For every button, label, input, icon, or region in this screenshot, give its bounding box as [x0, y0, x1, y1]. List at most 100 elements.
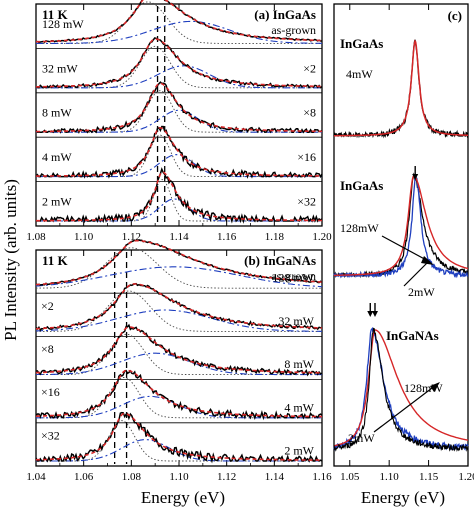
- multiplier-label-b: ×8: [41, 342, 54, 356]
- x-tick-label-c: 1.20: [458, 471, 474, 483]
- plot-frame-c: [333, 3, 469, 467]
- c-group1-power: 4mW: [346, 67, 373, 81]
- x-tick-label-b: 1.14: [265, 471, 285, 483]
- power-label-b: 2 mW: [284, 444, 314, 458]
- c-group3-peak-arrowhead: [371, 311, 378, 317]
- x-tick-label-b: 1.04: [26, 471, 46, 483]
- fit-series-b: [35, 326, 322, 374]
- component-dashdot-a: [36, 154, 322, 178]
- data-series-b: [35, 411, 323, 464]
- power-label-b: 4 mW: [284, 400, 314, 414]
- x-tick-label-a: 1.14: [169, 231, 189, 243]
- c-group2-high-label: 128mW: [340, 221, 379, 235]
- multiplier-label-a: ×32: [297, 194, 316, 208]
- x-tick-label-b: 1.06: [74, 471, 94, 483]
- c-group2-arrow-line2: [403, 261, 429, 287]
- fit-series-a: [36, 0, 322, 43]
- c-group3-fit: [333, 329, 469, 447]
- data-series-a: [35, 125, 323, 179]
- x-tick-label-c: 1.10: [380, 471, 400, 483]
- c-group3-peak-arrowhead: [367, 311, 374, 317]
- c-group1-label: InGaAs: [340, 36, 383, 51]
- x-tick-label-a: 1.08: [26, 231, 46, 243]
- panel-b: 1.04 1.06 1.08 1.10 1.12 1.14 1.16 128 mW 32 mW ×…: [26, 239, 332, 483]
- x-tick-label-b: 1.12: [217, 471, 236, 483]
- c-group2-label: InGaAs: [340, 178, 383, 193]
- y-axis-label: PL Intensity (arb. units): [1, 179, 20, 341]
- c-group2-peak-arrowhead: [412, 174, 419, 180]
- fit-series-a: [35, 126, 322, 177]
- power-label-a: 4 mW: [42, 150, 72, 164]
- x-tick-label-c: 1.05: [340, 471, 360, 483]
- multiplier-label-b: ×2: [41, 299, 54, 313]
- multiplier-label-a: ×2: [303, 61, 316, 75]
- as-grown-label-b: as-grown: [271, 269, 316, 283]
- panel-c: 1.05 1.10 1.15 1.20 (c) InGaAs 4mW InGaAs 128mW 2…: [333, 3, 474, 483]
- component-dotted-b: [36, 333, 322, 376]
- power-label-b: 8 mW: [284, 357, 314, 371]
- c-group3-low-label: 2mW: [348, 431, 375, 445]
- power-label-a: 128 mW: [42, 17, 84, 31]
- power-label-a: 32 mW: [42, 61, 78, 75]
- as-grown-label-a: as-grown: [271, 23, 316, 37]
- fit-series-a: [36, 171, 322, 222]
- c-group2-fit: [334, 175, 469, 276]
- x-tick-label-a: 1.20: [312, 231, 332, 243]
- component-dotted-b: [36, 290, 322, 332]
- data-series-b: [35, 369, 323, 421]
- fit-series-a: [35, 82, 323, 133]
- power-label-a: 2 mW: [42, 194, 72, 208]
- component-dotted-a: [36, 134, 322, 178]
- multiplier-label-a: ×16: [297, 150, 316, 164]
- c-group2-low-label: 2mW: [408, 285, 435, 299]
- c-group3-data: [333, 327, 469, 453]
- temperature-label-b: 11 K: [42, 253, 69, 268]
- multiplier-label-b: ×32: [41, 428, 60, 442]
- c-group3-high-label: 128mW: [404, 381, 443, 395]
- data-series-b: [35, 323, 323, 377]
- fit-series-b: [36, 283, 323, 330]
- power-label-a: 8 mW: [42, 106, 72, 120]
- power-label-b: 32 mW: [278, 314, 314, 328]
- c-group2-arrowhead: [421, 256, 434, 265]
- component-dotted-a: [36, 45, 322, 89]
- x-tick-label-c: 1.15: [419, 471, 439, 483]
- power-label-b: 128 mW: [272, 271, 314, 285]
- data-series-a: [36, 167, 323, 224]
- x-axis-label-c: Energy (eV): [361, 488, 445, 507]
- c-group3-arrow-line: [373, 384, 437, 433]
- component-dashdot-a: [36, 20, 322, 44]
- c-group2-arrow-line: [381, 235, 431, 263]
- x-tick-label-b: 1.10: [169, 471, 189, 483]
- data-series-b: [35, 239, 323, 286]
- c-group3-arrowhead: [430, 382, 440, 392]
- panel-title-b: (b) InGaNAs: [244, 253, 316, 268]
- multiplier-label-b: ×16: [41, 385, 60, 399]
- fit-series-b: [35, 412, 322, 461]
- x-tick-label-a: 1.16: [217, 231, 237, 243]
- fit-series-b: [36, 369, 322, 418]
- component-dotted-a: [36, 90, 322, 133]
- component-dashdot-a: [36, 109, 322, 133]
- x-axis-label-b: Energy (eV): [141, 488, 225, 507]
- panel-title-a: (a) InGaAs: [254, 7, 316, 22]
- x-tick-label-a: 1.10: [74, 231, 94, 243]
- c-group3-label: InGaNAs: [386, 328, 439, 343]
- component-dashdot-b: [35, 266, 323, 288]
- x-tick-label-b: 1.08: [122, 471, 142, 483]
- x-tick-label-b: 1.16: [312, 471, 332, 483]
- component-dashdot-b: [35, 309, 322, 332]
- c-group1-data: [333, 39, 469, 139]
- data-series-a: [35, 37, 323, 89]
- component-dashdot-a: [36, 65, 322, 89]
- data-series-a: [35, 81, 323, 134]
- c-group1-fit: [334, 39, 468, 137]
- component-dotted-b: [35, 247, 322, 289]
- temperature-label-a: 11 K: [42, 7, 69, 22]
- component-dotted-a: [36, 1, 322, 44]
- fit-series-a: [35, 38, 322, 88]
- x-tick-label-a: 1.18: [265, 231, 285, 243]
- panel-title-c: (c): [448, 8, 462, 23]
